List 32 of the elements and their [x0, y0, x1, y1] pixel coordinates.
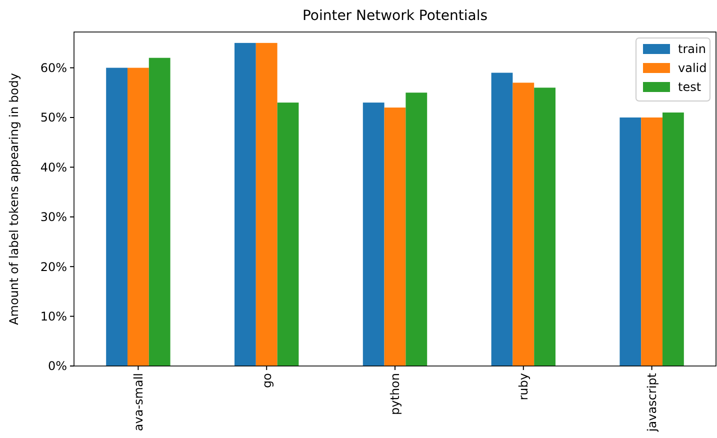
bar [277, 102, 299, 366]
y-tick-label: 50% [40, 110, 67, 125]
x-tick-label: python [388, 373, 402, 415]
y-tick-label: 0% [48, 359, 67, 374]
bar [362, 102, 384, 366]
legend-label: train [678, 42, 706, 56]
y-tick-label: 40% [40, 160, 67, 174]
legend-label: test [678, 80, 702, 94]
y-tick-label: 60% [40, 60, 67, 75]
bar [256, 42, 278, 366]
bar [620, 117, 642, 366]
x-tick-label: ruby [516, 373, 531, 400]
y-axis-title: Amount of label tokens appearing in body [7, 73, 21, 325]
x-tick-label: javascript [645, 372, 659, 433]
x-tick-label: go [260, 373, 274, 388]
x-tick-label: ava-small [131, 373, 146, 432]
bar [106, 68, 128, 366]
bar [491, 72, 513, 366]
legend-label: valid [678, 61, 707, 76]
y-tick-label: 20% [40, 260, 67, 274]
bar [662, 112, 684, 366]
bar [234, 42, 256, 366]
bar [384, 108, 406, 366]
bar [406, 92, 428, 366]
bar [512, 82, 534, 366]
bar [128, 68, 149, 366]
y-tick-label: 30% [40, 210, 67, 224]
chart-title: Pointer Network Potentials [302, 8, 488, 24]
bar [148, 58, 170, 366]
bar [641, 117, 662, 366]
bar [534, 88, 556, 366]
y-tick-label: 10% [40, 310, 67, 324]
